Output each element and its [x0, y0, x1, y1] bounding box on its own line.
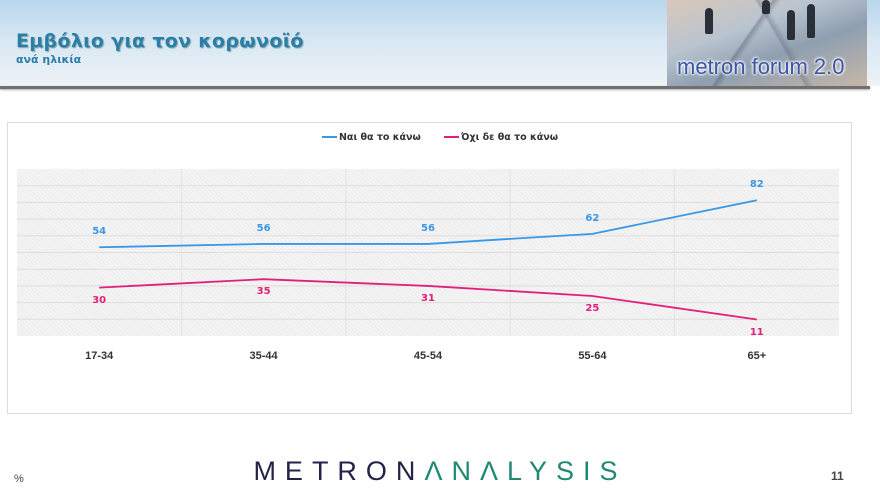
page-number: 11	[831, 469, 844, 483]
data-label: 30	[92, 294, 107, 306]
data-label: 11	[749, 326, 764, 338]
slide-header: Εμβόλιο για τον κορωνοϊό ανά ηλικία metr…	[0, 0, 880, 86]
slide-subtitle: ανά ηλικία	[16, 53, 82, 66]
legend-item-no: Όχι δε θα το κάνω	[444, 132, 558, 143]
x-axis-label: 35-44	[249, 350, 278, 362]
data-label: 62	[585, 212, 600, 224]
x-axis-label: 45-54	[413, 350, 443, 362]
x-axis-label: 65+	[747, 350, 767, 362]
series-line-0	[99, 199, 757, 249]
x-axis-label: 17-34	[85, 350, 114, 362]
legend-line-no-icon	[444, 136, 460, 138]
data-label: 56	[256, 222, 271, 234]
x-axis-label: 55-64	[578, 350, 607, 362]
legend-label-no: Όχι δε θα το κάνω	[461, 131, 559, 143]
slide-title: Εμβόλιο για τον κορωνοϊό	[16, 30, 304, 52]
brand-part2: ΛNΛLYSIS	[424, 456, 627, 486]
brand-part1: METRON	[253, 456, 425, 486]
series-line-1	[99, 278, 757, 321]
unit-label: %	[14, 473, 24, 485]
legend-item-yes: Ναι θα το κάνω	[321, 131, 421, 143]
data-label: 56	[421, 222, 435, 234]
logo-text: metron forum 2.0	[677, 54, 845, 79]
data-label: 54	[92, 226, 107, 238]
data-label: 31	[421, 292, 435, 304]
chart-legend: Ναι θα το κάνω Όχι δε θα το κάνω	[0, 130, 880, 143]
legend-line-yes-icon	[321, 136, 337, 138]
metron-forum-logo: metron forum 2.0	[667, 0, 867, 86]
data-label: 82	[749, 179, 764, 191]
header-divider	[0, 86, 870, 89]
data-label: 25	[585, 303, 600, 314]
legend-label-yes: Ναι θα το κάνω	[338, 131, 421, 143]
data-label: 35	[256, 286, 271, 298]
brand-logo: METRONΛNΛLYSIS	[0, 456, 880, 487]
